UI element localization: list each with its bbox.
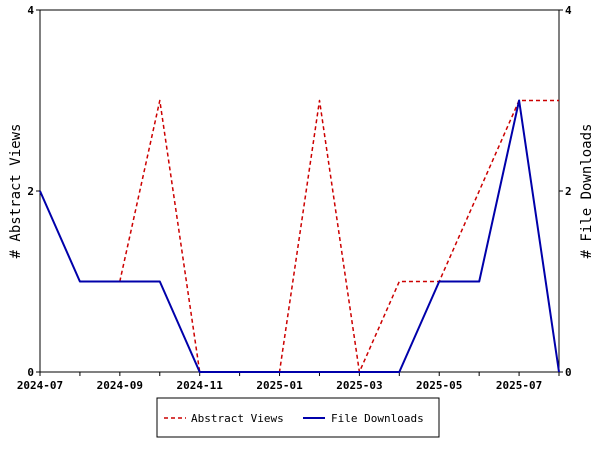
x-tick-label: 2024-07: [17, 379, 63, 392]
x-tick-label: 2024-11: [177, 379, 224, 392]
y-right-tick-label: 0: [565, 366, 572, 379]
y-left-tick-label: 4: [27, 4, 34, 17]
legend-label-file-downloads: File Downloads: [331, 412, 424, 425]
axis-ticks: [36, 9, 563, 376]
x-tick-label: 2025-07: [496, 379, 542, 392]
series-line-file-downloads: [39, 99, 560, 373]
x-tick-label: 2025-01: [256, 379, 303, 392]
legend-label-abstract-views: Abstract Views: [191, 412, 284, 425]
x-tick-label: 2025-05: [416, 379, 462, 392]
legend: Abstract Views File Downloads: [156, 397, 440, 438]
series-line-abstract-views: [119, 99, 559, 373]
y-left-axis-title: # Abstract Views: [8, 124, 24, 259]
axis-tick-labels: 2024-07 2024-09 2024-11 2025-01 2025-03 2025-…: [17, 4, 572, 392]
x-tick-label: 2024-09: [97, 379, 143, 392]
series-layer: [39, 99, 560, 373]
y-right-tick-label: 2: [565, 185, 572, 198]
y-left-tick-label: 0: [27, 366, 34, 379]
plot-area: [39, 9, 560, 373]
y-left-tick-label: 2: [27, 185, 34, 198]
y-right-axis-title: # File Downloads: [579, 124, 595, 259]
y-right-tick-label: 4: [565, 4, 572, 17]
x-tick-label: 2025-03: [336, 379, 382, 392]
legend-box: [156, 397, 440, 438]
